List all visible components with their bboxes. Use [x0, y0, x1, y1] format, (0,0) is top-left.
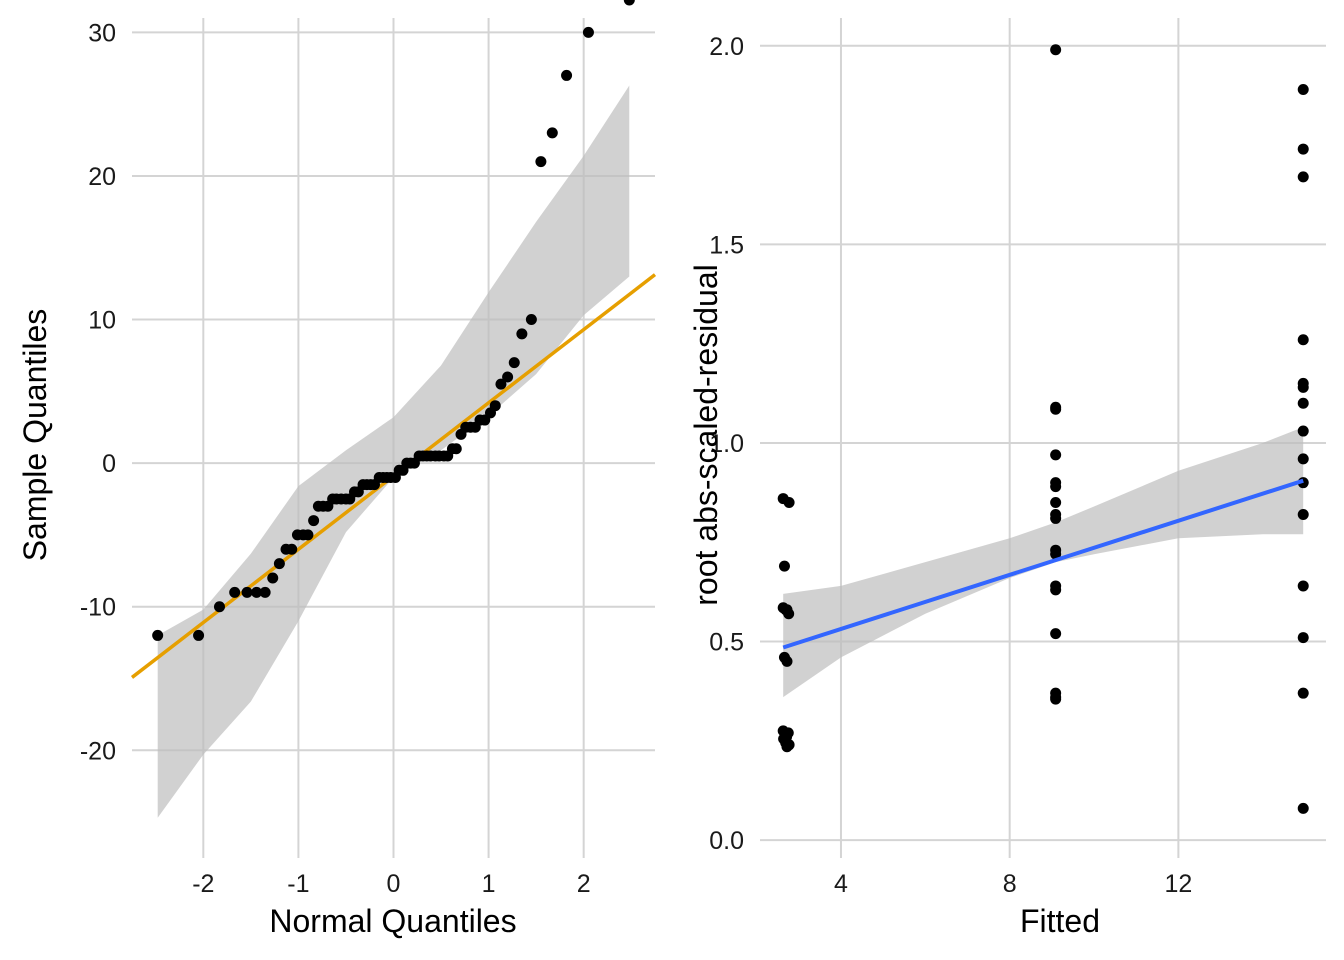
scale-location-x-tick-labels: 4 8 12 [834, 870, 1192, 898]
scale-location-point [781, 655, 793, 667]
scale-location-point [1297, 580, 1309, 592]
qq-point [582, 26, 594, 38]
scale-location-y-axis-label: root abs-scaled-residual [688, 264, 724, 606]
scale-location-point [1297, 143, 1309, 155]
qq-x-axis-label: Normal Quantiles [269, 903, 516, 939]
qq-point [267, 572, 279, 584]
scale-location-point [1050, 693, 1062, 705]
qq-point [213, 601, 225, 613]
scale-location-y-tick-labels: 0.0 0.5 1.0 1.5 2.0 [709, 33, 744, 855]
qq-y-tick-label: 20 [88, 163, 116, 191]
scale-location-point [783, 608, 795, 620]
scale-location-points [777, 44, 1309, 814]
scale-location-y-tick-label: 0.5 [709, 629, 744, 657]
scale-location-point [778, 560, 790, 572]
qq-points [152, 0, 635, 641]
scale-location-point [1050, 548, 1062, 560]
qq-point [193, 629, 205, 641]
scale-location-panel: 4 8 12 0.0 0.5 1.0 1.5 2.0 Fitted root abs-sca… [688, 18, 1326, 939]
scale-location-y-tick-label: 2.0 [709, 33, 744, 61]
scale-location-x-tick-label: 4 [834, 870, 848, 898]
qq-point [489, 400, 501, 412]
qq-point [535, 156, 547, 168]
scale-location-point [781, 741, 793, 753]
qq-point [450, 443, 462, 455]
qq-point [302, 529, 314, 541]
scale-location-y-tick-label: 1.5 [709, 231, 744, 259]
scale-location-point [1297, 397, 1309, 409]
qq-point [241, 586, 253, 598]
qq-y-tick-label: 10 [88, 307, 116, 335]
scale-location-point [1050, 403, 1062, 415]
scale-location-point [1297, 687, 1309, 699]
scale-location-y-tick-label: 0.0 [709, 827, 744, 855]
scale-location-point [1297, 334, 1309, 346]
qq-point [525, 314, 537, 326]
scale-location-point [1050, 628, 1062, 640]
scale-location-point [1297, 381, 1309, 393]
qq-confidence-band [157, 85, 630, 818]
qq-point [229, 586, 241, 598]
scale-location-point [1050, 449, 1062, 461]
scale-location-point [783, 497, 795, 509]
qq-point [546, 127, 558, 139]
scale-location-fit-line-path [782, 478, 1304, 650]
qq-y-tick-label: 30 [88, 19, 116, 47]
qq-x-tick-label: -2 [192, 870, 214, 898]
scale-location-point [1050, 497, 1062, 509]
scale-location-point [1050, 584, 1062, 596]
qq-point [273, 558, 285, 570]
qq-y-tick-labels: -20 -10 0 10 20 30 [80, 19, 116, 765]
qq-y-tick-label: -10 [80, 594, 116, 622]
scale-location-point [1297, 632, 1309, 644]
qq-point [152, 629, 164, 641]
qq-point [495, 378, 507, 390]
scale-location-point [1050, 44, 1062, 56]
qq-y-axis-label: Sample Quantiles [17, 309, 53, 562]
scale-location-point [1050, 512, 1062, 524]
qq-point [286, 543, 298, 555]
qq-y-tick-label: -20 [80, 737, 116, 765]
scale-location-fit-line [782, 478, 1304, 650]
scale-location-point [1297, 453, 1309, 465]
qq-point [259, 586, 271, 598]
qq-point [502, 371, 514, 383]
scale-location-point [1297, 171, 1309, 183]
qq-y-tick-label: 0 [102, 450, 116, 478]
scale-location-x-tick-label: 12 [1164, 870, 1192, 898]
qq-point [308, 515, 320, 527]
scale-location-point [1297, 425, 1309, 437]
qq-x-tick-label: -1 [287, 870, 309, 898]
scale-location-x-axis-label: Fitted [1020, 903, 1100, 939]
qq-x-tick-labels: -2 -1 0 1 2 [192, 870, 590, 898]
scale-location-gridlines [760, 18, 1326, 858]
scale-location-point [1050, 481, 1062, 493]
qq-x-tick-label: 1 [482, 870, 496, 898]
qq-band-area [157, 85, 630, 818]
qq-x-tick-label: 0 [387, 870, 401, 898]
qq-point [516, 328, 528, 340]
qq-x-tick-label: 2 [577, 870, 591, 898]
qq-point [561, 69, 573, 81]
qq-point [508, 357, 520, 369]
scale-location-y-tick-label: 1.0 [709, 430, 744, 458]
qq-point [623, 0, 635, 6]
qq-point [251, 586, 263, 598]
scale-location-x-tick-label: 8 [1003, 870, 1017, 898]
scale-location-point [1297, 508, 1309, 520]
scale-location-point [1297, 802, 1309, 814]
scale-location-point [1297, 83, 1309, 95]
